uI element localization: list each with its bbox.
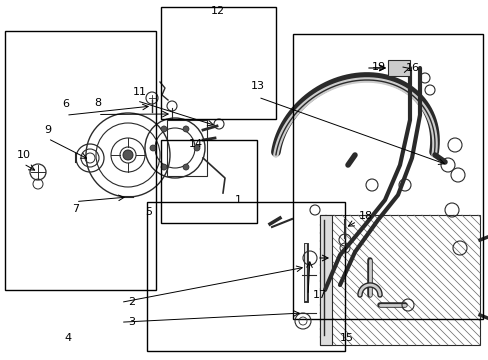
Text: 5: 5 bbox=[145, 207, 152, 217]
Text: 18: 18 bbox=[358, 211, 372, 221]
Bar bbox=[161, 7, 276, 119]
Bar bbox=[5, 31, 156, 290]
Text: 7: 7 bbox=[72, 204, 79, 214]
Circle shape bbox=[123, 150, 133, 160]
Text: 1: 1 bbox=[235, 195, 242, 205]
Text: 9: 9 bbox=[44, 125, 51, 135]
Bar bbox=[146, 202, 344, 351]
Bar bbox=[319, 215, 331, 345]
Text: 4: 4 bbox=[65, 333, 72, 343]
Text: 3: 3 bbox=[128, 317, 135, 327]
Text: 10: 10 bbox=[17, 150, 30, 160]
Bar bbox=[293, 34, 482, 319]
Bar bbox=[319, 215, 479, 345]
Text: 2: 2 bbox=[128, 297, 135, 307]
Text: 14: 14 bbox=[188, 139, 202, 149]
Circle shape bbox=[161, 164, 167, 170]
Bar bbox=[161, 140, 256, 223]
Bar bbox=[167, 120, 206, 176]
Circle shape bbox=[183, 126, 189, 132]
Text: 11: 11 bbox=[132, 87, 146, 97]
Text: 19: 19 bbox=[371, 62, 385, 72]
Circle shape bbox=[161, 126, 167, 132]
Text: 16: 16 bbox=[406, 63, 419, 73]
Circle shape bbox=[150, 145, 156, 151]
Circle shape bbox=[183, 164, 189, 170]
Text: 8: 8 bbox=[94, 98, 101, 108]
Text: 15: 15 bbox=[340, 333, 353, 343]
Text: 12: 12 bbox=[210, 6, 224, 16]
Text: 17: 17 bbox=[313, 290, 326, 300]
Text: 6: 6 bbox=[62, 99, 69, 109]
Text: 13: 13 bbox=[251, 81, 264, 91]
Bar bbox=[387, 60, 409, 76]
Circle shape bbox=[194, 145, 200, 151]
